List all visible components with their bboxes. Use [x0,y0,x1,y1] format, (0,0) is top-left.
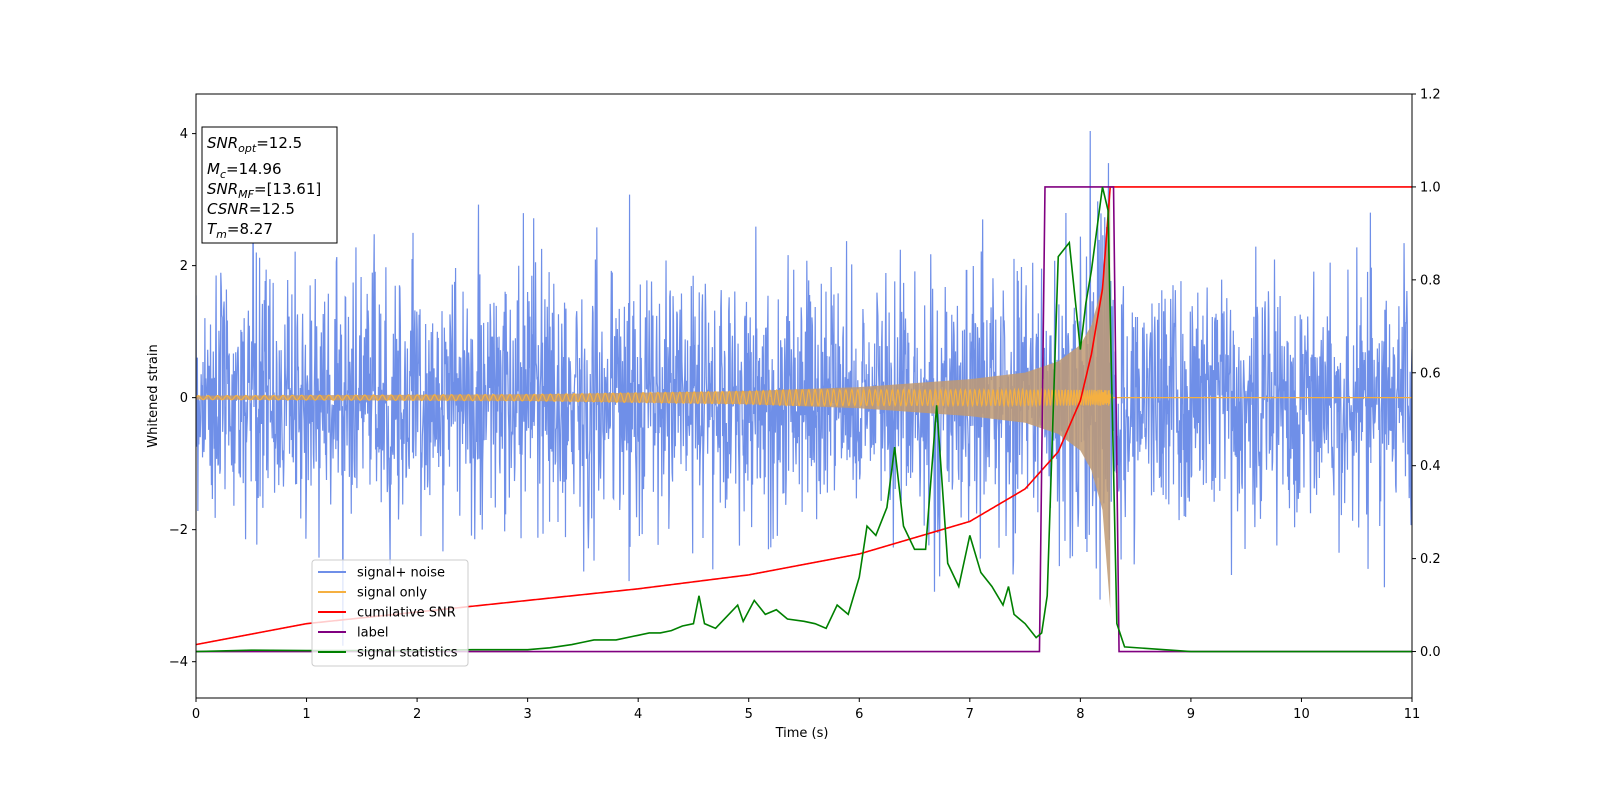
x-tick-label: 0 [192,707,200,722]
plot-frame [195,93,1413,699]
y-axis-left-ticks: −4 −2 0 2 4 [169,127,196,670]
signal-noise-series [196,130,1412,646]
y-right-tick-label: 0.2 [1420,552,1441,567]
signal-only-series [196,186,1111,609]
annotation-snr-mf: SNRMF=[13.61] [207,180,321,201]
annotation-tm: Tm=8.27 [207,220,273,241]
y-axis-right-ticks: 0.0 0.2 0.4 0.6 0.8 1.0 1.2 [1412,88,1441,660]
y-left-tick-label: −4 [169,655,188,670]
x-tick-label: 7 [966,707,974,722]
legend-frame [311,559,469,667]
x-tick-label: 11 [1404,707,1421,722]
x-tick-label: 3 [523,707,531,722]
annotation-snr-opt: SNRopt=12.5 [207,134,302,155]
x-tick-label: 9 [1187,707,1195,722]
annotation-csnr: CSNR=12.5 [207,200,295,218]
y-right-tick-label: 1.2 [1420,88,1441,103]
parameter-annotation-box: SNRopt=12.5 Mc=14.96 SNRMF=[13.61] CSNR=… [201,126,338,244]
x-tick-label: 5 [745,707,753,722]
x-tick-label: 6 [855,707,863,722]
y-left-tick-label: 4 [180,127,188,142]
annotation-frame [201,126,338,244]
x-tick-label: 8 [1076,707,1084,722]
legend-label-label: label [357,626,388,641]
x-tick-label: 4 [634,707,642,722]
signal-statistics-series [196,186,1412,653]
y-right-tick-label: 0.4 [1420,459,1441,474]
legend-label-signal-only: signal only [357,586,427,601]
x-axis-label: Time (s) [775,726,829,741]
y-axis-label: Whitened strain [146,344,161,447]
y-right-tick-label: 0.6 [1420,366,1441,381]
annotation-mc: Mc=14.96 [207,160,282,181]
legend-label-signal-noise: signal+ noise [357,566,445,581]
x-tick-label: 10 [1293,707,1310,722]
x-tick-label: 2 [413,707,421,722]
y-right-tick-label: 0.0 [1420,645,1441,660]
y-left-tick-label: −2 [169,523,188,538]
legend-label-cumulative-snr: cumilative SNR [357,606,456,621]
label-series [196,186,1412,653]
x-axis-ticks: 0 1 2 3 4 5 6 7 8 9 10 11 [192,698,1420,722]
y-right-tick-label: 0.8 [1420,273,1441,288]
y-left-tick-label: 2 [180,259,188,274]
legend: signal+ noise signal only cumilative SNR… [311,559,469,667]
y-right-tick-label: 1.0 [1420,180,1441,195]
legend-label-signal-statistics: signal statistics [357,646,458,661]
x-tick-label: 1 [302,707,310,722]
y-left-tick-label: 0 [180,391,188,406]
signal-only-thin-line [196,387,1412,408]
